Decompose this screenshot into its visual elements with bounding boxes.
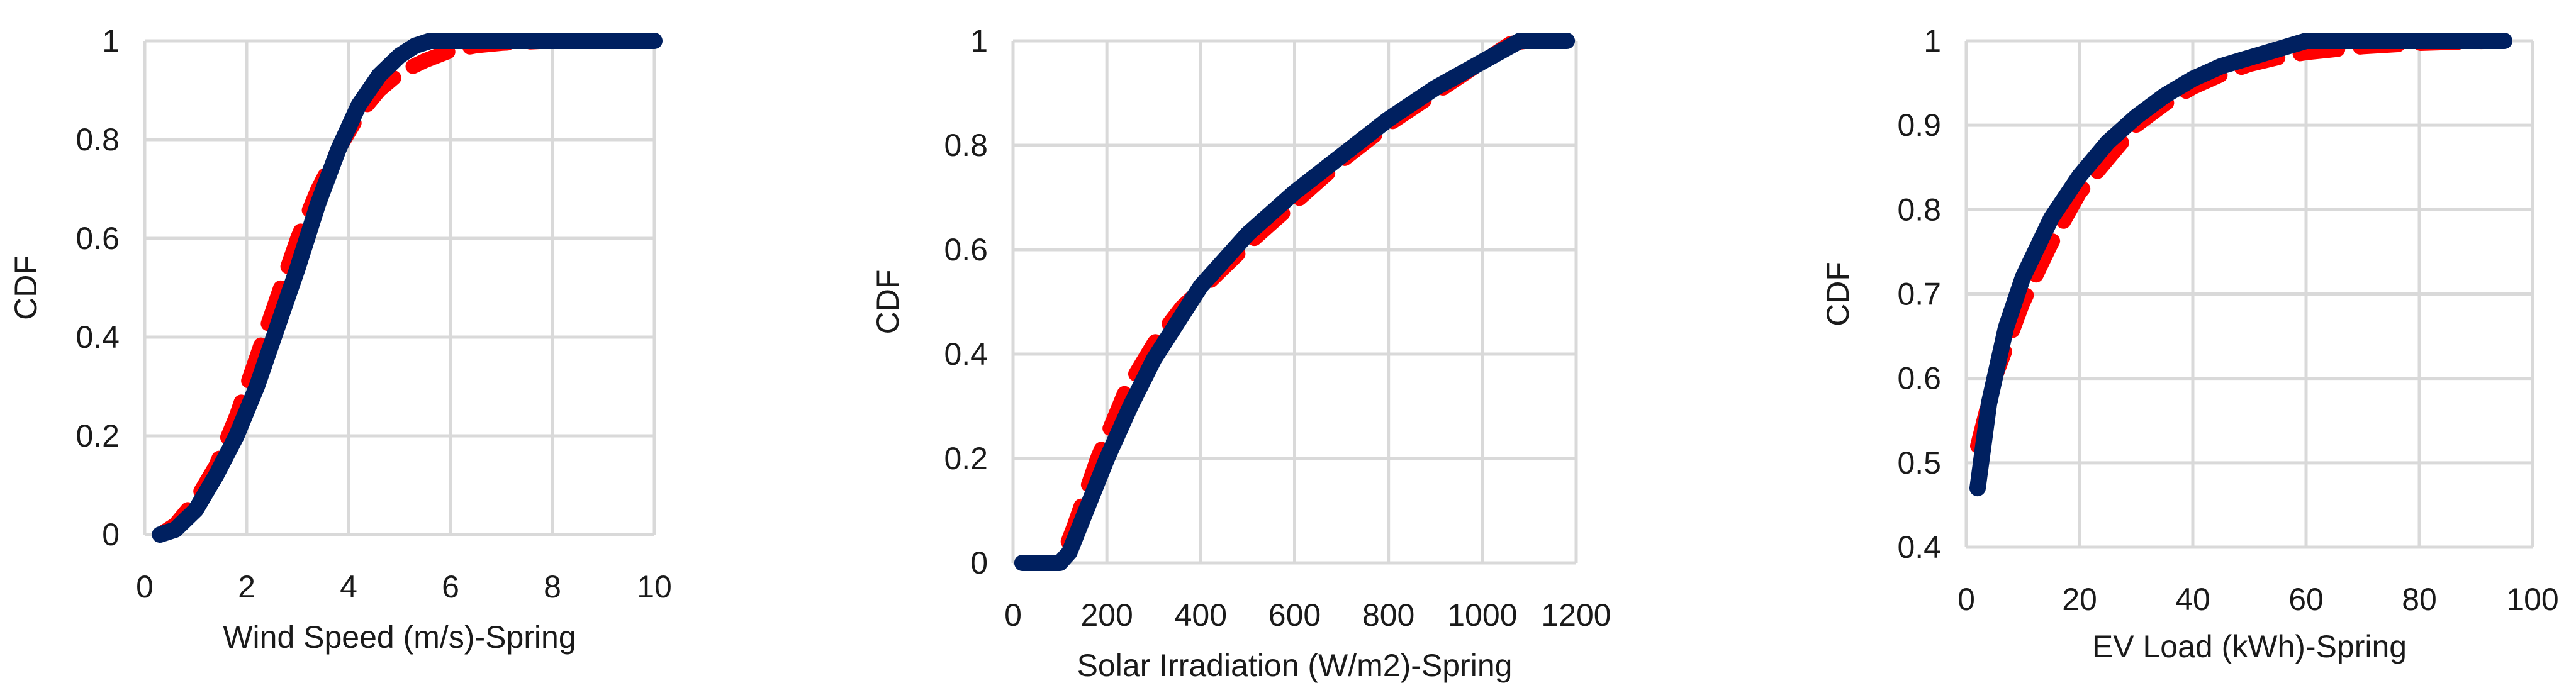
chart-solar-irradiation-cdf: 0 0.2 0.4 0.6 0.8 1 0 200 400 600 800 1000 1200 Solar… [856, 0, 1674, 700]
y-tick-label: 0.7 [1897, 277, 1941, 312]
y-tick-label: 0.2 [76, 418, 120, 453]
x-tick-label: 0 [1957, 582, 1975, 617]
empirical-cdf-line [1014, 33, 1576, 571]
chart-wind-speed-cdf: 0 0.2 0.4 0.6 0.8 1 0 2 4 6 8 10 Wind Speed (m/s)-Sp… [0, 0, 692, 700]
y-tick-label: 0.8 [76, 122, 120, 157]
x-tick-label: 1000 [1447, 597, 1517, 633]
x-tick-label: 2 [238, 569, 255, 604]
y-axis-title: CDF [870, 270, 905, 335]
x-tick-label: 80 [2402, 582, 2437, 617]
y-tick-label: 0.6 [76, 221, 120, 256]
y-tick-label: 1 [102, 23, 120, 58]
y-axis-title: CDF [8, 255, 43, 320]
x-tick-label: 400 [1175, 597, 1227, 633]
x-tick-label: 40 [2175, 582, 2210, 617]
y-tick-label: 0 [970, 545, 988, 581]
y-tick-label: 0.2 [944, 441, 988, 476]
y-tick-label: 0 [102, 517, 120, 552]
x-tick-label: 1200 [1541, 597, 1611, 633]
x-tick-label: 6 [442, 569, 459, 604]
chart-svg: 0 0.2 0.4 0.6 0.8 1 0 200 400 600 800 1000 1200 Solar… [870, 23, 1611, 683]
y-axis-title: CDF [1820, 262, 1856, 326]
x-tick-label: 600 [1268, 597, 1321, 633]
x-tick-label: 800 [1362, 597, 1414, 633]
x-axis-title: Wind Speed (m/s)-Spring [223, 619, 576, 655]
x-tick-label: 200 [1080, 597, 1133, 633]
x-tick-label: 10 [637, 569, 672, 604]
x-tick-label: 100 [2506, 582, 2558, 617]
x-tick-label: 60 [2288, 582, 2324, 617]
x-tick-label: 20 [2062, 582, 2097, 617]
x-tick-label: 8 [544, 569, 561, 604]
y-tick-label: 0.8 [944, 128, 988, 163]
y-tick-label: 0.4 [76, 319, 120, 355]
y-tick-label: 1 [1924, 23, 1941, 58]
x-axis-title: EV Load (kWh)-Spring [2092, 629, 2407, 664]
x-tick-label: 0 [136, 569, 154, 604]
x-tick-label: 0 [1004, 597, 1022, 633]
x-tick-label: 4 [340, 569, 357, 604]
empirical-cdf-line [152, 33, 663, 543]
chart-svg: 0.4 0.5 0.6 0.7 0.8 0.9 1 0 20 40 60 80 100 EV Load (… [1820, 23, 2559, 664]
y-tick-label: 0.9 [1897, 108, 1941, 143]
y-tick-label: 0.8 [1897, 192, 1941, 227]
chart-ev-load-cdf: 0.4 0.5 0.6 0.7 0.8 0.9 1 0 20 40 60 80 100 EV Load (… [1812, 0, 2576, 700]
y-tick-label: 0.5 [1897, 445, 1941, 481]
x-axis-title: Solar Irradiation (W/m2)-Spring [1077, 648, 1513, 683]
fitted-cdf-line [1970, 33, 2512, 453]
y-tick-label: 0.4 [1897, 530, 1941, 565]
y-tick-label: 1 [970, 23, 988, 58]
y-tick-label: 0.6 [944, 232, 988, 267]
empirical-cdf-line [1969, 33, 2512, 497]
y-tick-label: 0.6 [1897, 361, 1941, 396]
y-tick-label: 0.4 [944, 336, 988, 372]
fitted-cdf-line [152, 33, 662, 542]
